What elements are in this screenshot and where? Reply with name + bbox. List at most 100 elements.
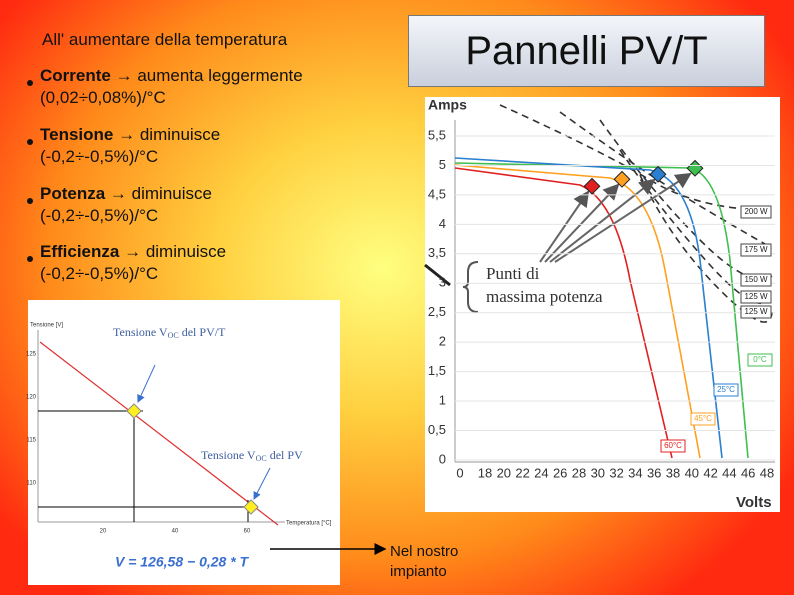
temperature-label: 45°C [694, 414, 712, 423]
bullet-dot [27, 256, 33, 262]
title: Pannelli PV/T [465, 28, 708, 73]
y-tick-label: 115 [26, 438, 36, 444]
x-tick-label: 24 [534, 465, 548, 480]
x-tick-label: 44 [722, 465, 736, 480]
power-label: 200 W [744, 207, 768, 216]
x-tick-label: 22 [515, 465, 529, 480]
temperature-label-box [747, 353, 773, 367]
note: Nel nostro [390, 543, 459, 560]
bullet-dot [27, 80, 33, 86]
bullet-text: → diminuisce [109, 184, 212, 203]
pointer [424, 263, 451, 287]
temperature-label: 0°C [753, 355, 767, 364]
title-box: Pannelli PV/T [408, 15, 765, 87]
x-tick-label: 40 [685, 465, 699, 480]
x-tick-label: 36 [647, 465, 661, 480]
bullet-line: Corrente → aumenta leggermente [40, 66, 303, 86]
x-tick-label: 20 [100, 529, 107, 535]
bullet-dot [27, 198, 33, 204]
temperature-chart-bg [28, 300, 340, 585]
bullet-term: Tensione [40, 125, 114, 144]
bullet-dot [27, 139, 33, 145]
power-label: 150 W [744, 275, 768, 284]
x-tick-label: 18 [478, 465, 492, 480]
note: impianto [390, 563, 447, 580]
y-tick-label: 5,5 [428, 127, 446, 142]
bullet-text: → diminuisce [118, 125, 221, 144]
y-tick-label: 110 [26, 481, 36, 487]
bullet-text: → diminuisce [124, 242, 227, 261]
bullet-term: Efficienza [40, 242, 120, 261]
y-tick-label: 2 [439, 334, 446, 349]
power-label-box [740, 290, 772, 304]
pointer-arrows [539, 172, 692, 263]
pointer [137, 364, 156, 403]
x-tick-label: 26 [553, 465, 567, 480]
bullet-text: (-0,2÷-0,5%)/°C [40, 206, 159, 225]
reference-lines [38, 405, 258, 522]
y-tick-label: 1 [439, 392, 446, 407]
y-tick-label: 5 [439, 157, 446, 172]
power-label: 125 W [744, 307, 768, 316]
marker [243, 499, 259, 515]
bullet-text: (-0,2÷-0,5%)/°C [40, 264, 159, 283]
y-tick-label: 0,5 [428, 422, 446, 437]
y-tick-label: 4 [439, 216, 446, 231]
x-tick-label: 30 [591, 465, 605, 480]
mpp-markers [583, 159, 704, 195]
x-tick-label: 32 [609, 465, 623, 480]
y-tick-label: 2,5 [428, 304, 446, 319]
voltage-line [39, 341, 279, 526]
power-label-box [740, 305, 772, 319]
x-axis-label: Volts [736, 494, 772, 511]
annotation: Tensione VOC del PV/T [113, 325, 226, 340]
power-label: 125 W [744, 292, 768, 301]
x-tick-label: 38 [666, 465, 680, 480]
marker [126, 403, 142, 419]
bullet-text: → aumenta leggermente [115, 66, 303, 85]
y-tick-label: 3 [439, 275, 446, 290]
y-tick-label: 3,5 [428, 245, 446, 260]
power-label: 175 W [744, 245, 768, 254]
temperature-label-box [690, 412, 716, 426]
bullet-text: (0,02÷0,08%)/°C [40, 88, 166, 107]
temperature-label: 60°C [664, 441, 682, 450]
iv-chart: Punti di massima potenza Amps Volts 5,5 5… [424, 97, 780, 512]
power-label-box [740, 273, 772, 287]
bullet-term: Potenza [40, 184, 106, 203]
brace [462, 261, 479, 313]
equation: V = 126,58 − 0,28 * T [115, 554, 250, 570]
annotation: Tensione VOC del PV [201, 448, 303, 463]
y-axis-label: Tensione [V] [30, 323, 63, 329]
x-tick-label: 0 [456, 465, 463, 480]
pointer [253, 467, 271, 500]
x-tick-label: 60 [244, 529, 251, 535]
temperature-chart: Tensione VOC del PV/T Tensione VOC del P… [26, 300, 340, 585]
annotation: massima potenza [486, 287, 603, 306]
bullet-text: (-0,2÷-0,5%)/°C [40, 147, 159, 166]
y-tick-label: 4,5 [428, 186, 446, 201]
intro: All' aumentare della temperatura [42, 30, 288, 49]
bullet-line: Tensione → diminuisce [40, 125, 220, 145]
temperature-label: 25°C [717, 385, 735, 394]
x-axis-label: Temperatura [°C] [286, 521, 332, 527]
x-tick-label: 28 [572, 465, 586, 480]
y-axis-label: Amps [428, 97, 467, 113]
bullet-term: Corrente [40, 66, 111, 85]
y-tick-label: 0 [439, 451, 446, 466]
x-tick-label: 48 [760, 465, 774, 480]
temperature-label-box [713, 383, 739, 397]
temperature-label-box [660, 439, 686, 453]
x-tick-label: 20 [497, 465, 511, 480]
bullet-line: Potenza → diminuisce [40, 184, 212, 204]
power-label-box [740, 243, 772, 257]
y-tick-label: 120 [26, 395, 37, 401]
x-tick-label: 40 [172, 529, 179, 535]
bullet-line: Efficienza → diminuisce [40, 242, 226, 262]
annotation: Punti di [486, 264, 540, 283]
y-tick-label: 125 [26, 352, 37, 358]
y-tick-label: 1,5 [428, 363, 446, 378]
x-tick-label: 42 [703, 465, 717, 480]
